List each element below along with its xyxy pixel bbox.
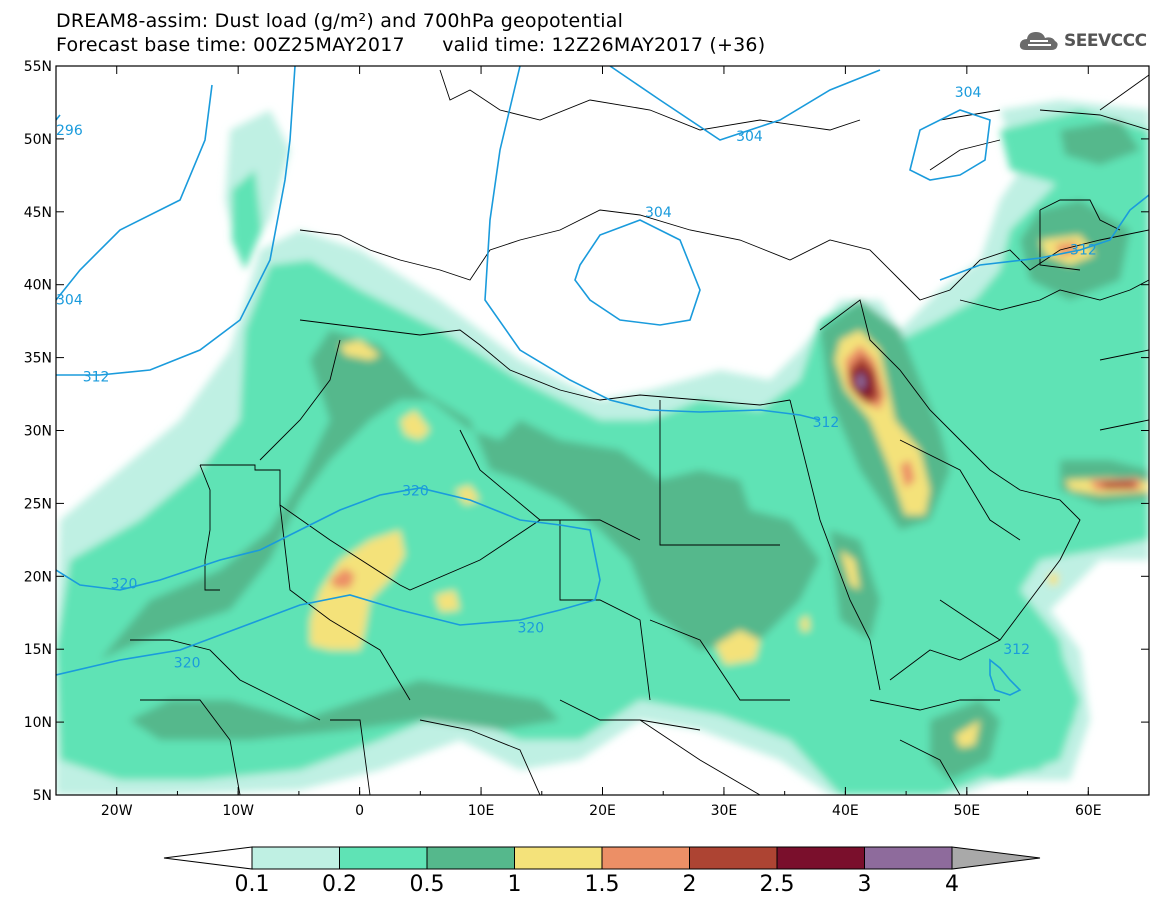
contour-label: 320: [402, 483, 429, 499]
lon-tick-label: 30E: [711, 803, 738, 819]
contour-label: 296: [56, 123, 83, 139]
contour-label: 304: [645, 205, 672, 221]
colorbar-swatch: [251, 846, 340, 870]
contour-label: 312: [83, 370, 110, 386]
colorbar-under-arrow: [163, 846, 253, 870]
colorbar-swatch: [339, 846, 428, 870]
forecast-base-time: Forecast base time: 00Z25MAY2017: [56, 34, 405, 56]
colorbar-over-arrow: [951, 846, 1041, 870]
contour-label: 312: [813, 415, 840, 431]
cloud-logo-icon: [1019, 32, 1058, 50]
lon-tick-label: 10E: [468, 803, 495, 819]
colorbar-swatch: [864, 846, 953, 870]
colorbar-label: 1.5: [585, 872, 620, 897]
contour-label: 320: [111, 577, 138, 593]
lat-tick-label: 30N: [24, 424, 52, 440]
lat-tick-label: 40N: [24, 278, 52, 294]
map-subtitle: Forecast base time: 00Z25MAY2017 valid t…: [56, 34, 765, 56]
lon-tick-label: 20E: [589, 803, 616, 819]
colorbar-label: 2.5: [760, 872, 795, 897]
lon-tick-label: 10W: [222, 803, 254, 819]
colorbar-swatch: [514, 846, 603, 870]
colorbar-swatch: [426, 846, 515, 870]
seevccc-logo: SEEVCCC: [1018, 28, 1147, 54]
lat-tick-label: 50N: [24, 132, 52, 148]
lon-tick-label: 50E: [953, 803, 980, 819]
contour-label: 320: [174, 655, 201, 671]
colorbar-label: 3: [858, 872, 872, 897]
colorbar-swatch: [601, 846, 690, 870]
lat-tick-label: 45N: [24, 205, 52, 221]
valid-time: valid time: 12Z26MAY2017 (+36): [442, 34, 766, 56]
lat-tick-label: 55N: [24, 59, 52, 75]
colorbar-label: 0.1: [235, 872, 270, 897]
logo-text: SEEVCCC: [1064, 31, 1147, 51]
contour-label: 304: [955, 85, 982, 101]
lat-tick-label: 35N: [24, 351, 52, 367]
contour-label: 304: [56, 292, 83, 308]
colorbar-swatch: [689, 846, 778, 870]
country-borders: [130, 69, 1149, 795]
lat-tick-label: 5N: [33, 788, 52, 804]
dust-level-3: [856, 372, 866, 390]
lat-tick-label: 20N: [24, 569, 52, 585]
colorbar-label: 4: [945, 872, 959, 897]
lon-tick-label: 40E: [832, 803, 859, 819]
lat-tick-label: 10N: [24, 715, 52, 731]
contour-label: 304: [736, 129, 763, 145]
lon-tick-label: 0: [355, 803, 364, 819]
colorbar-label: 0.2: [322, 872, 357, 897]
contour-label: 320: [517, 620, 544, 636]
colorbar-label: 0.5: [410, 872, 445, 897]
contour-labels: 296 304 312 304 304 304 312 312 320 320 320 320 312: [56, 85, 1097, 671]
dust-field: 296 304 312 304 304 304 312 312 320 320 320 320 312: [56, 66, 1149, 795]
lat-tick-label: 25N: [24, 496, 52, 512]
colorbar-label: 2: [683, 872, 697, 897]
colorbar-swatch: [776, 846, 865, 870]
lon-tick-label: 60E: [1075, 803, 1102, 819]
colorbar-label: 1: [508, 872, 522, 897]
lat-tick-label: 15N: [24, 642, 52, 658]
map-title: DREAM8-assim: Dust load (g/m²) and 700hP…: [56, 10, 624, 32]
lon-tick-label: 20W: [101, 803, 133, 819]
geopotential-contours: [56, 66, 1149, 696]
contour-label: 312: [1003, 642, 1030, 658]
contour-label: 312: [1070, 243, 1097, 259]
map-axes: 20W 10W 0 10E 20E 30E 40E 50E 60E 55N 50N 45N 40N 35N…: [24, 59, 1150, 819]
colorbar: 0.1 0.2 0.5 1 1.5 2 2.5 3 4: [163, 846, 1041, 897]
